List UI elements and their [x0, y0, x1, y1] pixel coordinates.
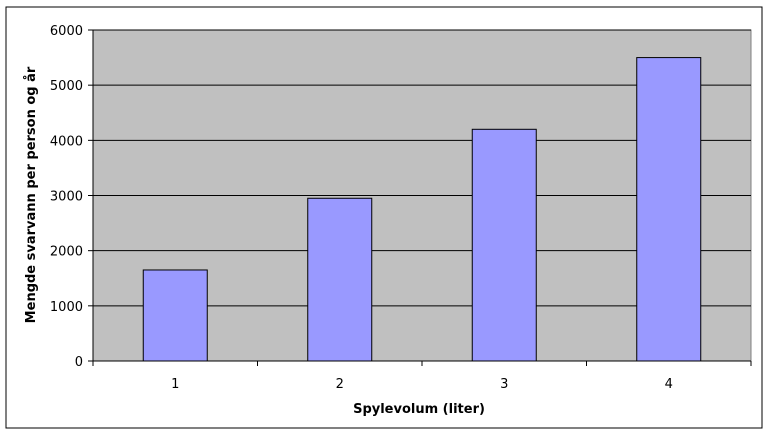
bar-3	[471, 128, 537, 362]
x-tick-labels: 1 2 3 4	[171, 377, 673, 392]
y-tick-label-0: 0	[75, 355, 83, 370]
y-tick-label-2000: 2000	[50, 245, 83, 260]
x-tick-label-2: 2	[336, 377, 344, 392]
bar-2	[307, 197, 373, 362]
x-tick-label-3: 3	[500, 377, 508, 392]
y-axis-title: Mengde svarvann per person og år	[24, 66, 39, 323]
bar-1	[142, 269, 208, 362]
bars	[142, 57, 702, 362]
bar-4	[636, 57, 702, 362]
x-axis-title: Spylevolum (liter)	[353, 402, 485, 417]
x-tick-label-1: 1	[171, 377, 179, 392]
y-tick-label-4000: 4000	[50, 134, 83, 149]
y-tick-label-3000: 3000	[50, 190, 83, 205]
y-tick-label-6000: 6000	[50, 24, 83, 39]
y-tick-labels: 0 1000 2000 3000 4000 5000 6000	[50, 24, 83, 370]
y-tick-label-1000: 1000	[50, 300, 83, 315]
y-tick-label-5000: 5000	[50, 79, 83, 94]
axes	[88, 29, 752, 366]
x-tick-label-4: 4	[665, 377, 673, 392]
